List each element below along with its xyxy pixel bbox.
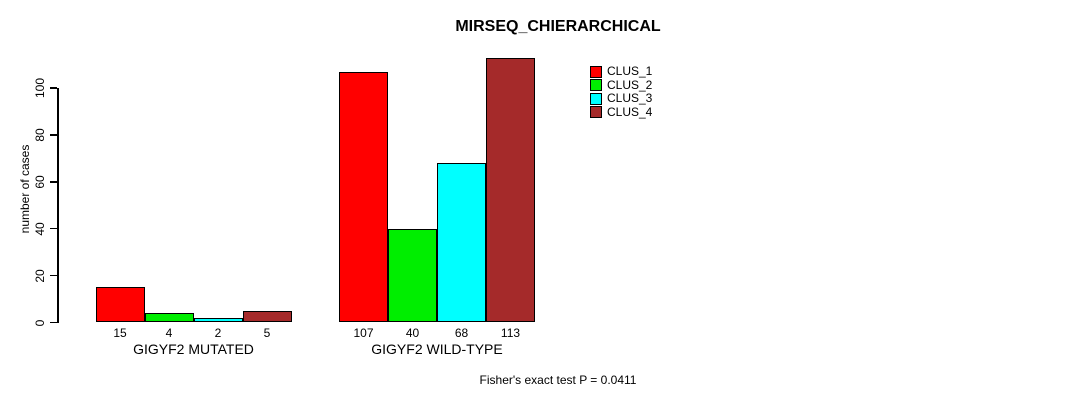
y-axis-tick	[50, 274, 57, 277]
bar-value-label: 5	[263, 326, 271, 340]
bar-clus_1-group1	[95, 287, 145, 323]
legend-item: CLUS_3	[590, 92, 652, 106]
y-axis-tick-label: 0	[33, 319, 47, 326]
y-axis-tick	[50, 87, 57, 89]
bar-clus_3-group2	[437, 163, 486, 323]
y-axis-tick-label: 40	[33, 222, 47, 236]
x-category-label: GIGYF2 WILD-TYPE	[371, 341, 503, 357]
bar-clus_2-group2	[388, 228, 437, 323]
y-axis-tick-label: 60	[33, 175, 47, 189]
y-axis-tick	[50, 227, 57, 230]
legend: CLUS_1 CLUS_2 CLUS_3 CLUS_4	[590, 65, 652, 119]
legend-item: CLUS_2	[590, 77, 653, 93]
bar-value-label: 40	[405, 326, 420, 340]
x-category-label: GIGYF2 MUTATED	[133, 341, 254, 357]
legend-swatch-clus_2	[590, 79, 602, 92]
y-axis-tick	[50, 134, 57, 136]
legend-label: CLUS_2	[607, 77, 653, 92]
bar-value-label: 107	[353, 326, 374, 340]
stat-test-annotation: Fisher's exact test P = 0.0411	[479, 373, 637, 387]
bar-clus_1-group2	[339, 71, 388, 323]
bar-value-label: 2	[214, 326, 222, 340]
legend-item: CLUS_1	[590, 65, 652, 79]
legend-swatch-clus_4	[590, 106, 602, 119]
y-axis-tick-label: 100	[33, 77, 47, 99]
bar-clus_4-group1	[242, 310, 292, 323]
legend-item: CLUS_4	[590, 104, 653, 120]
legend-label: CLUS_3	[607, 91, 653, 106]
legend-swatch-clus_3	[590, 92, 602, 105]
y-axis-tick-label: 20	[33, 268, 47, 283]
bar-value-label: 15	[113, 326, 127, 340]
legend-label: CLUS_1	[607, 64, 653, 79]
y-axis-tick	[50, 321, 57, 324]
bar-clus_4-group2	[486, 57, 535, 323]
legend-swatch-clus_1	[590, 65, 602, 78]
bar-value-label: 4	[165, 326, 173, 340]
bar-value-label: 113	[500, 326, 521, 340]
y-axis-tick	[50, 181, 57, 183]
bar-value-label: 68	[454, 326, 469, 340]
bar-clus_3-group1	[193, 317, 243, 323]
legend-label: CLUS_4	[607, 104, 653, 119]
y-axis-line	[57, 88, 59, 323]
y-axis-tick-label: 80	[33, 128, 47, 142]
chart-title: MIRSEQ_CHIERARCHICAL	[455, 18, 661, 35]
bar-clus_2-group1	[144, 313, 194, 323]
